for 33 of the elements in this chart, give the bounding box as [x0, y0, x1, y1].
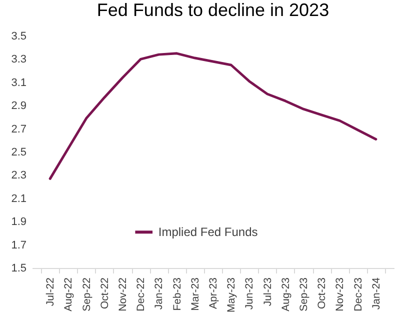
x-tick-label: Aug-22: [62, 277, 75, 312]
x-tick-label: Jan-24: [370, 277, 382, 310]
x-tick-label: Jul-23: [262, 277, 274, 306]
x-tick-label: Jan-23: [153, 277, 166, 310]
x-tick-label: Sep-22: [80, 277, 93, 312]
x-tick-label: Mar-23: [189, 277, 202, 311]
y-tick-label: 2.1: [11, 192, 26, 205]
x-tick-label: Apr-23: [208, 277, 220, 310]
y-tick-label: 3.1: [11, 76, 26, 89]
x-tick-label: Feb-23: [171, 277, 184, 311]
y-tick-label: 2.9: [11, 100, 26, 112]
y-tick-label: 2.3: [11, 170, 26, 182]
x-tick-label: Dec-22: [135, 277, 148, 312]
y-tick-label: 3.3: [11, 54, 26, 66]
x-tick-label: Aug-23: [280, 277, 292, 312]
legend-label: Implied Fed Funds: [158, 225, 258, 240]
x-tick-label: Oct-23: [316, 277, 328, 310]
y-tick-label: 1.5: [11, 262, 26, 274]
line-series: [48, 52, 378, 180]
x-tick-label: Dec-23: [352, 277, 364, 312]
x-tick-label: Sep-23: [298, 277, 310, 312]
chart-title: Fed Funds to decline in 2023: [96, 0, 330, 20]
x-tick-label: Jun-23: [244, 277, 256, 310]
x-tick-label: Nov-22: [117, 277, 129, 312]
y-tick-label: 2.5: [11, 146, 26, 158]
x-tick-label: Nov-23: [334, 277, 346, 312]
x-tick-label: Jul-22: [44, 277, 57, 306]
y-tick-label: 3.5: [11, 30, 26, 42]
y-tick-label: 1.9: [11, 216, 26, 228]
y-tick-label: 2.7: [11, 123, 26, 136]
x-tick-label: May-23: [226, 277, 238, 313]
y-tick-label: 1.7: [11, 239, 26, 252]
x-tick-label: Oct-22: [98, 277, 111, 310]
